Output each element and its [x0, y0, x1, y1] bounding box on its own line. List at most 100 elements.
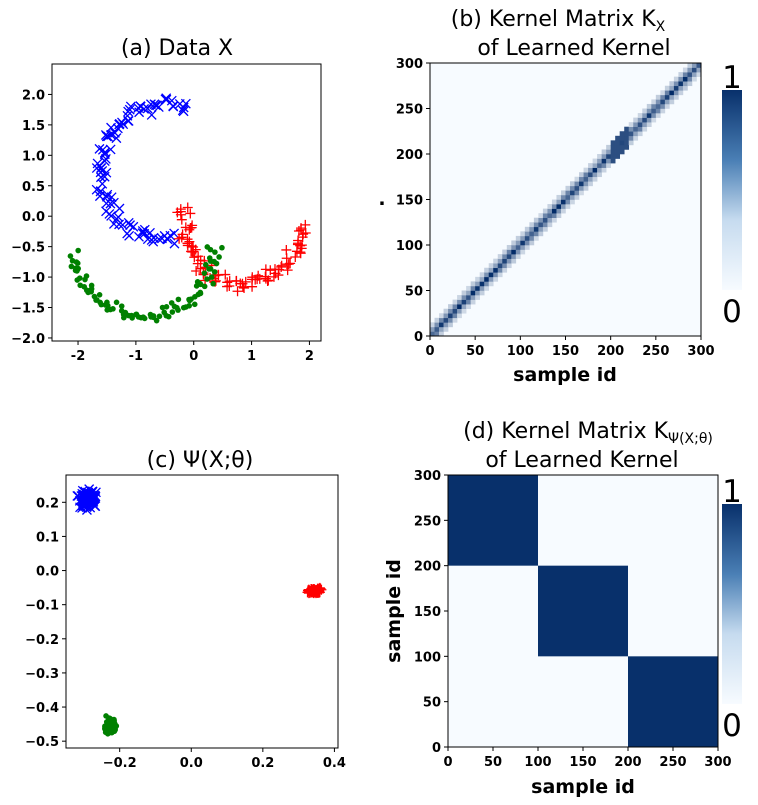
panel-b-cell — [633, 131, 639, 137]
panel-b-cell — [515, 249, 521, 255]
panel-a-point — [145, 99, 156, 110]
panel-a-point — [134, 107, 145, 118]
panel-b-cell — [565, 194, 571, 200]
panel-b-cell — [520, 249, 526, 255]
panel-c-point — [82, 489, 93, 500]
panel-a-point — [212, 249, 218, 255]
panel-b-cell — [524, 235, 530, 241]
panel-b-cell — [538, 222, 544, 228]
panel-a-point — [169, 228, 180, 239]
panel-b-cell — [619, 149, 625, 155]
panel-d-xtick-label: 150 — [569, 755, 596, 770]
panel-b-cell — [506, 254, 512, 259]
panel-b-cell — [574, 181, 580, 187]
panel-b-cell — [637, 122, 643, 127]
panel-b-cell — [678, 72, 684, 77]
panel-d-xtick-label: 200 — [614, 755, 641, 770]
panel-b-cell — [682, 76, 688, 82]
panel-a-point — [154, 234, 164, 245]
panel-a-point — [190, 244, 201, 255]
panel-b-cell — [592, 176, 598, 182]
panel-b-cell — [570, 185, 575, 191]
panel-b-cell — [560, 194, 566, 200]
panel-b-cell — [551, 213, 557, 218]
panel-a-point — [74, 260, 81, 266]
panel-d-ytick-label: 100 — [414, 650, 441, 665]
panel-b-cell — [664, 99, 670, 105]
panel-b-cell — [484, 272, 490, 278]
panel-b-cell — [673, 85, 679, 91]
panel-a-point — [142, 234, 153, 245]
panel-b-cell — [529, 235, 535, 241]
panel-a-point — [118, 119, 129, 130]
panel-b-cell — [448, 313, 453, 319]
panel-b-cell — [696, 63, 702, 68]
panel-b-cell — [520, 235, 526, 241]
panel-b-cell — [615, 149, 620, 155]
panel-b-cell — [452, 313, 458, 319]
panel-b-cell — [678, 81, 684, 87]
panel-b-cell — [597, 154, 602, 159]
panel-b-cell — [579, 172, 584, 178]
panel-c-xtick-label: 0.0 — [180, 756, 203, 771]
panel-a-point — [99, 171, 110, 182]
panel-b-cell — [642, 108, 648, 114]
panel-b-cell — [533, 231, 539, 237]
panel-b-cell — [430, 331, 435, 337]
panel-b-cell — [565, 199, 571, 205]
panel-b-cell — [588, 176, 593, 182]
panel-b-cell — [542, 208, 548, 214]
panel-b-cell — [452, 299, 458, 305]
panel-b-cell — [430, 322, 435, 328]
panel-b-cell — [583, 167, 589, 173]
panel-b-cell — [497, 254, 503, 259]
panel-b-cell — [560, 199, 566, 205]
panel-c-point — [112, 723, 119, 730]
panel-b-cell — [574, 194, 580, 200]
panel-b-cell — [637, 113, 643, 118]
panel-b-cell — [570, 199, 575, 205]
panel-b-cell — [691, 67, 697, 73]
panel-b-heatmap: (b) Kernel Matrix KX of Learned Kernel 0… — [378, 7, 742, 386]
panel-c-point — [87, 497, 97, 508]
panel-b-cell — [551, 217, 557, 223]
panel-a-point — [204, 244, 211, 250]
panel-b-cell — [696, 72, 702, 77]
panel-a-ytick-label: −1.0 — [11, 271, 45, 286]
panel-b-cell — [588, 172, 593, 178]
panel-b-ytick-label: 0 — [414, 330, 423, 345]
panel-a-point — [102, 302, 109, 308]
panel-a-point — [202, 261, 209, 268]
panel-a-point — [135, 101, 146, 112]
panel-a-ytick-label: −2.0 — [11, 332, 45, 347]
panel-b-ytick-label: 250 — [396, 103, 423, 118]
panel-b-cell — [497, 272, 503, 278]
panel-b-cell — [651, 103, 657, 109]
panel-b-cell — [664, 90, 670, 96]
panel-b-cell — [664, 94, 670, 100]
panel-c-ytick-label: −0.3 — [25, 667, 59, 682]
panel-b-cell — [628, 131, 634, 137]
panel-b-title: (b) Kernel Matrix KX — [451, 7, 666, 35]
panel-b-cell — [560, 208, 566, 214]
panel-d-ytick-label: 300 — [414, 469, 441, 484]
panel-b-cell — [524, 240, 530, 246]
panel-b-cell — [646, 103, 652, 109]
panel-b-cell — [484, 267, 490, 273]
panel-b-cell — [628, 122, 634, 127]
panel-a-point — [156, 313, 163, 320]
panel-b-cell — [520, 245, 526, 250]
panel-b-cell — [488, 267, 494, 273]
panel-a-xtick-label: -2 — [71, 349, 85, 364]
panel-b-ytick-label: 150 — [396, 194, 423, 209]
panel-b-cell — [479, 285, 485, 291]
panel-b-cell — [461, 308, 467, 314]
panel-a-point — [150, 313, 157, 319]
panel-a-point — [100, 153, 111, 164]
panel-b-colorbar-min: 0 — [722, 294, 742, 330]
panel-b-cell — [475, 285, 480, 291]
panel-b-ytick-label: 300 — [396, 57, 423, 72]
panel-b-cell — [592, 158, 598, 164]
panel-b-cell — [470, 281, 476, 287]
panel-d-ytick-label: 200 — [414, 560, 441, 575]
